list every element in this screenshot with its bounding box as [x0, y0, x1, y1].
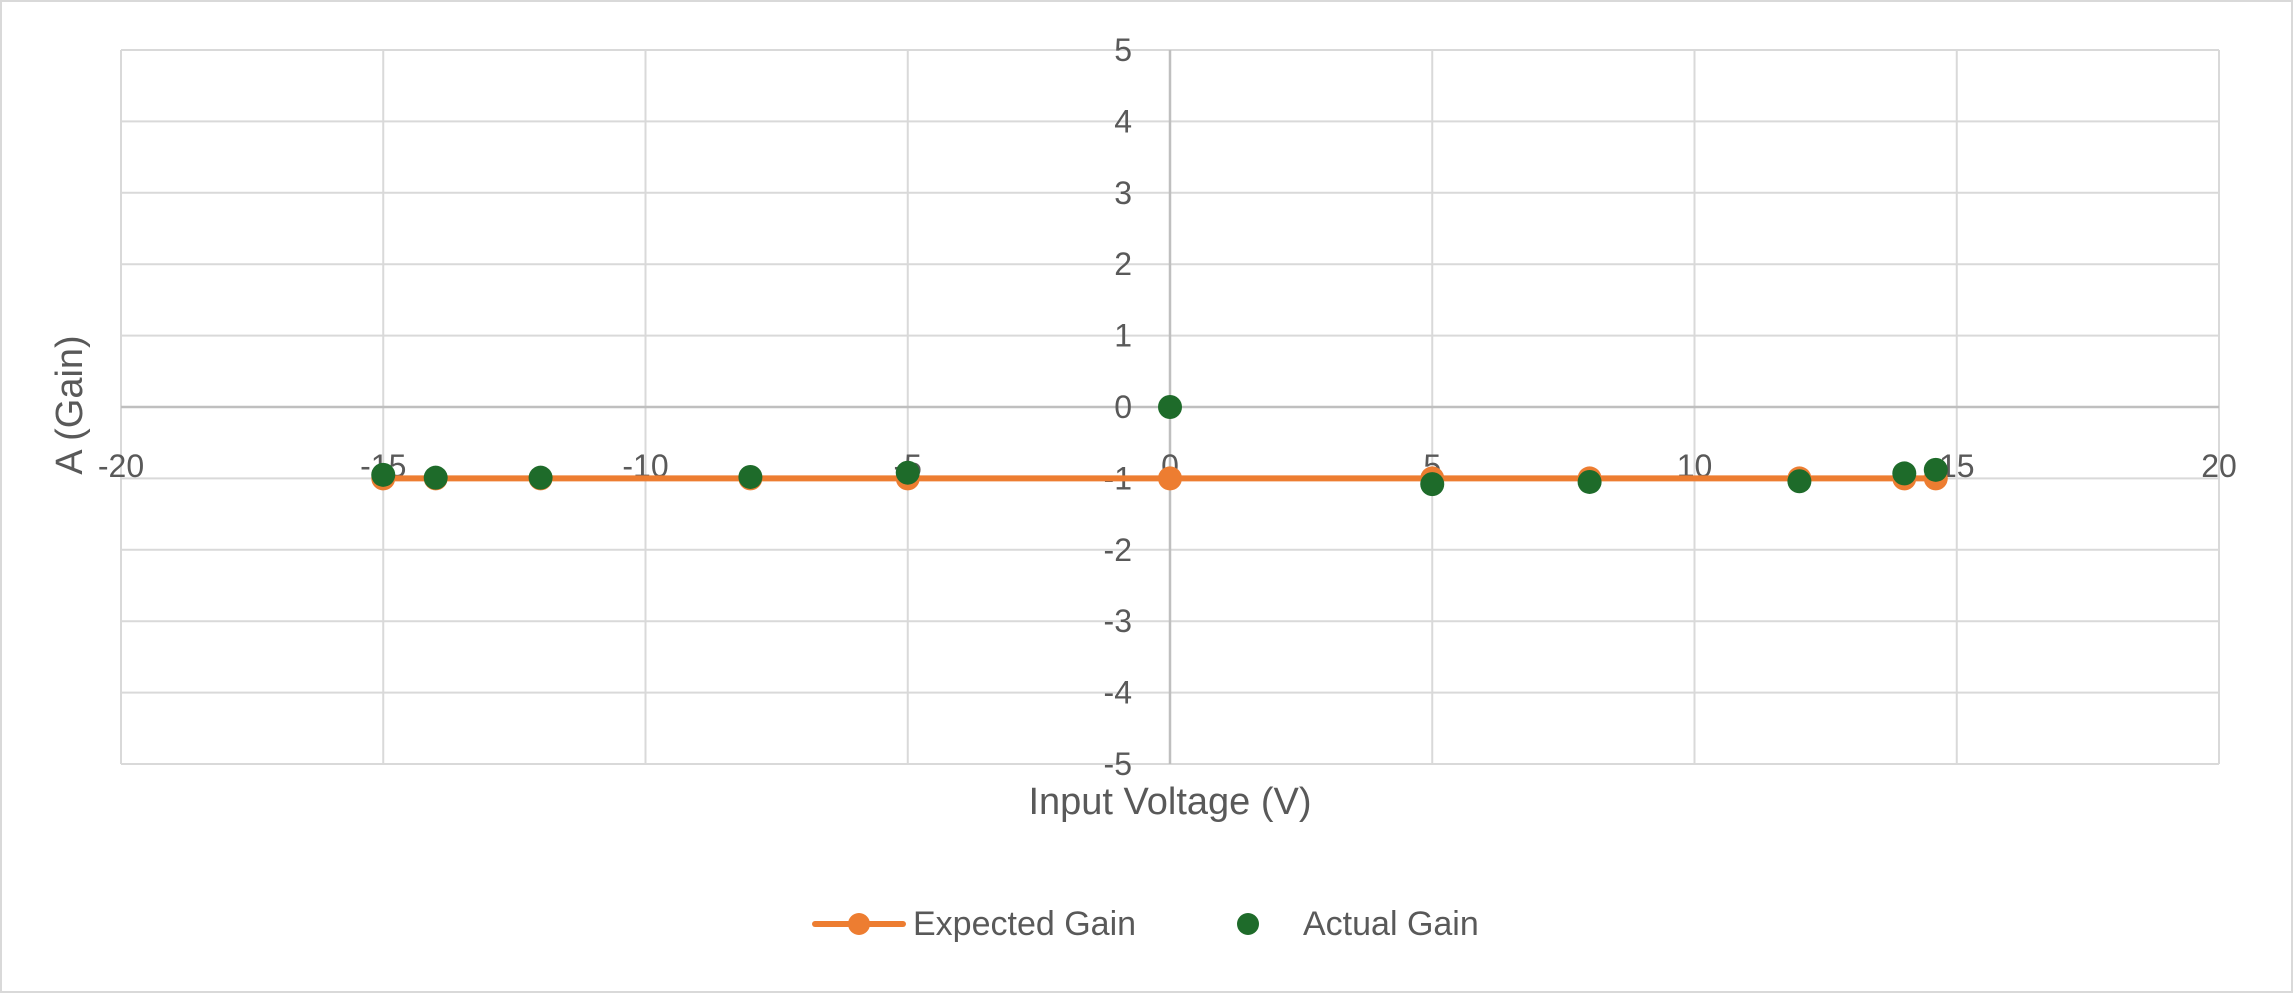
y-tick-label: 4: [1114, 103, 1132, 139]
actual-gain-point[interactable]: [1787, 469, 1812, 494]
y-tick-label: -2: [1104, 532, 1132, 568]
actual-gain-point[interactable]: [895, 460, 920, 485]
y-tick-label: 0: [1114, 389, 1132, 425]
series-layer: [371, 395, 1948, 497]
legend: Expected Gain Actual Gain: [812, 905, 1479, 943]
actual-gain-point[interactable]: [1577, 469, 1602, 494]
legend-expected-marker-swatch: [848, 913, 870, 935]
y-tick-label: -4: [1104, 675, 1132, 711]
x-axis-title: Input Voltage (V): [1028, 781, 1311, 823]
actual-gain-point[interactable]: [1158, 395, 1182, 419]
actual-gain-point[interactable]: [1923, 457, 1948, 482]
actual-gain-point[interactable]: [371, 462, 396, 487]
y-tick-label: 1: [1114, 318, 1132, 354]
actual-gain-point[interactable]: [738, 464, 763, 489]
legend-actual-label: Actual Gain: [1303, 905, 1479, 943]
y-tick-label: -3: [1104, 603, 1132, 639]
x-tick-label: 20: [2201, 448, 2237, 484]
y-axis-title: A (Gain): [49, 335, 91, 474]
legend-expected-label: Expected Gain: [913, 905, 1136, 943]
actual-gain-point[interactable]: [528, 465, 553, 490]
y-tick-label: -5: [1104, 746, 1132, 782]
actual-gain-series: [371, 395, 1948, 497]
legend-item-expected[interactable]: Expected Gain: [812, 905, 1136, 943]
legend-item-actual[interactable]: Actual Gain: [1237, 905, 1479, 943]
y-tick-label: 3: [1114, 175, 1132, 211]
x-tick-label: -20: [98, 448, 144, 484]
expected-gain-point[interactable]: [1158, 466, 1182, 491]
legend-actual-marker-swatch: [1237, 913, 1259, 935]
y-tick-label: 5: [1114, 32, 1132, 68]
actual-gain-point[interactable]: [1420, 472, 1445, 497]
actual-gain-point[interactable]: [423, 465, 448, 490]
actual-gain-point[interactable]: [1892, 461, 1917, 486]
y-tick-label: 2: [1114, 246, 1132, 282]
